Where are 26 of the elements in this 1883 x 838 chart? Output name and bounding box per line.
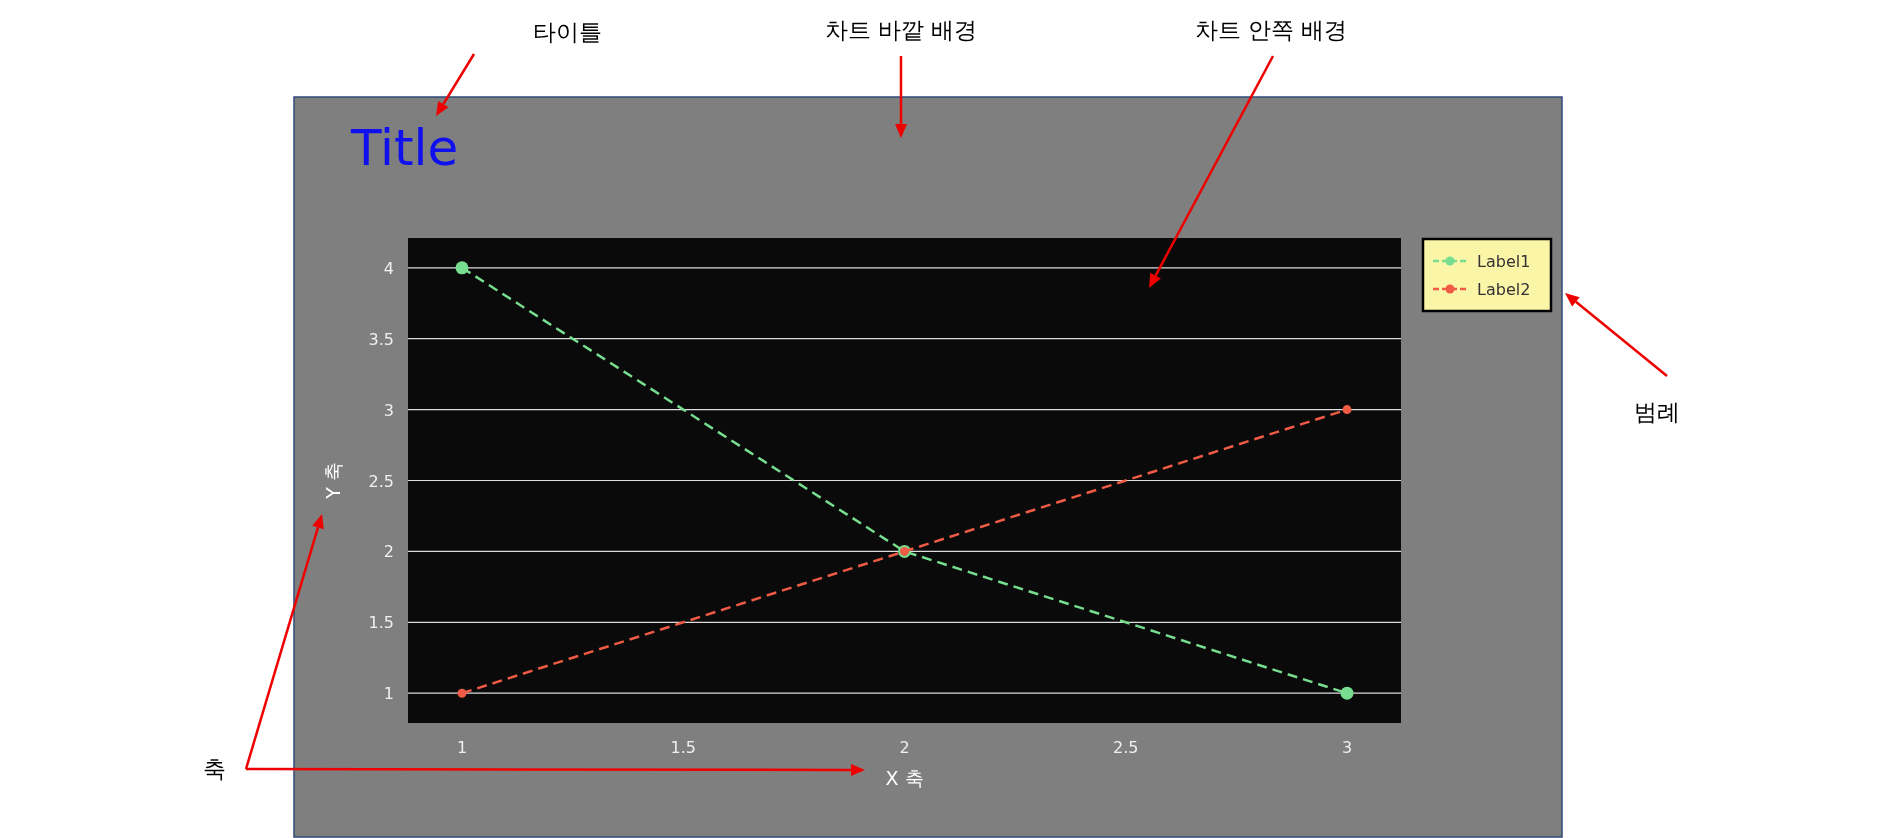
point [455,261,469,275]
y-tick-label: 4 [383,258,394,278]
x-tick-label: 2 [899,738,910,757]
chart-title: Title [350,119,459,177]
x-axis-title: X 축 [885,767,924,789]
point [1340,686,1354,700]
x-tick-label: 3 [1341,738,1353,757]
legend-label: Label2 [1477,280,1531,299]
legend-label: Label1 [1477,252,1531,271]
x-tick-label: 2.5 [1113,738,1139,757]
y-tick-label: 2 [383,542,394,562]
y-axis-title: Y 축 [322,462,344,500]
text: 타이틀 [532,19,602,45]
text: 범례 [1634,399,1680,425]
y-tick-label: 2.5 [368,471,394,491]
y-tick-label: 1 [383,684,394,704]
x-tick-label: 1.5 [670,738,696,757]
y-tick-label: 3.5 [368,329,394,349]
text: 축 [202,756,226,782]
y-tick-label: 3 [383,400,394,420]
x-tick-label: 1 [456,738,468,757]
text: 차트 바깥 배경 [824,17,978,43]
text: 차트 안쪽 배경 [1194,17,1348,43]
y-tick-label: 1.5 [368,613,394,633]
point [1342,405,1352,415]
point [457,688,467,698]
